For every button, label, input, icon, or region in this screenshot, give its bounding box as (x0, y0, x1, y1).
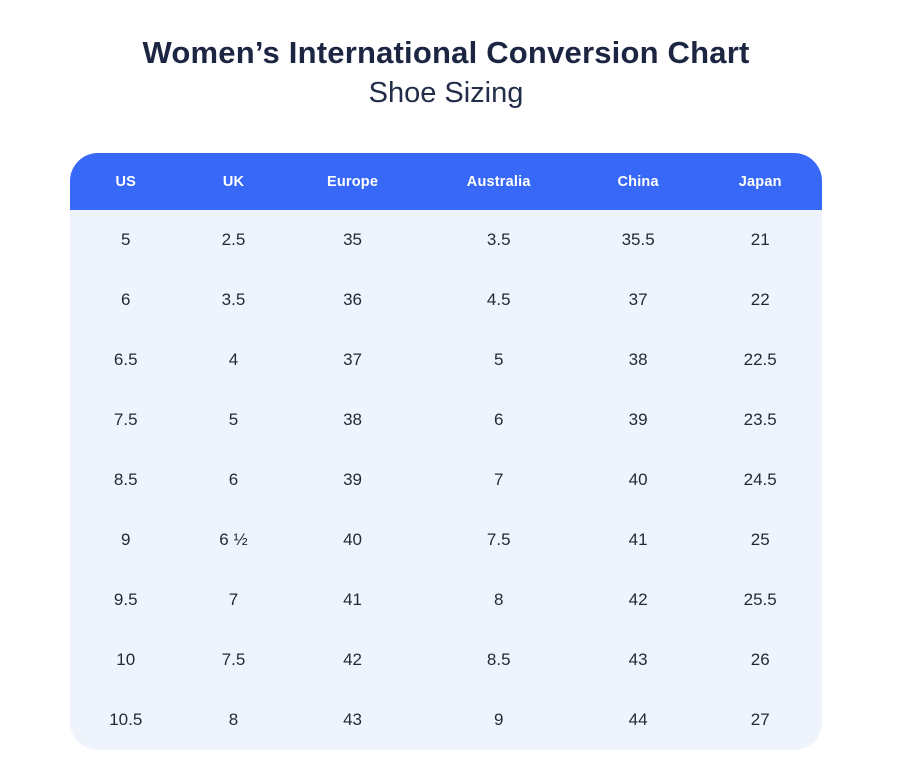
table-cell: 9 (121, 530, 131, 549)
table-cell: 4 (228, 350, 239, 369)
table-row: 10 7.5 42 8.5 43 26 (70, 630, 822, 690)
column-header-japan: Japan (698, 153, 822, 210)
table-cell: 22 (750, 290, 770, 309)
table-cell: 25 (750, 530, 770, 549)
table-cell: 44 (628, 710, 648, 729)
table-cell: 7 (493, 470, 504, 489)
table-cell: 38 (343, 410, 362, 429)
table-cell: 41 (343, 590, 362, 609)
column-header-uk: UK (181, 153, 286, 210)
table-cell: 4.5 (486, 290, 511, 309)
table-cell: 43 (343, 710, 362, 729)
page-title: Women’s International Conversion Chart (142, 35, 750, 70)
table-row: 7.5 5 38 6 39 23.5 (70, 390, 822, 450)
page-container: Women’s International Conversion Chart S… (70, 0, 822, 750)
table-cell: 40 (628, 470, 648, 489)
table-cell: 41 (628, 530, 648, 549)
table-cell: 6.5 (113, 350, 138, 369)
table-cell: 40 (343, 530, 362, 549)
table-row: 6 3.5 36 4.5 37 22 (70, 270, 822, 330)
table-cell: 5 (228, 410, 239, 429)
table-cell: 5 (121, 230, 131, 249)
table-row: 10.5 8 43 9 44 27 (70, 690, 822, 750)
table-cell: 37 (628, 290, 648, 309)
table-row: 9.5 7 41 8 42 25.5 (70, 570, 822, 630)
column-header-us: US (70, 153, 182, 210)
table-cell: 6 (493, 410, 504, 429)
table-cell: 8.5 (486, 650, 511, 669)
table-header-row: US UK Europe Australia China Japan (70, 153, 822, 210)
table-cell: 37 (343, 350, 362, 369)
table-cell: 8.5 (113, 470, 138, 489)
table-cell: 10.5 (109, 710, 143, 729)
table-cell: 23.5 (743, 410, 777, 429)
column-header-europe: Europe (285, 153, 420, 210)
table-row: 5 2.5 35 3.5 35.5 21 (70, 210, 822, 270)
table-cell: 2.5 (221, 230, 246, 249)
table-cell: 24.5 (743, 470, 777, 489)
table-cell: 43 (628, 650, 648, 669)
column-header-australia: Australia (419, 153, 578, 210)
table-cell: 6 (228, 470, 239, 489)
table-cell: 39 (628, 410, 648, 429)
table-cell: 5 (493, 350, 504, 369)
table-cell: 42 (343, 650, 362, 669)
table-row: 9 6 ½ 40 7.5 41 25 (70, 510, 822, 570)
table-cell: 8 (493, 590, 504, 609)
table-cell: 35 (343, 230, 362, 249)
table-cell: 22.5 (743, 350, 777, 369)
column-header-china: China (577, 153, 699, 210)
table-cell: 21 (750, 230, 770, 249)
table-row: 6.5 4 37 5 38 22.5 (70, 330, 822, 390)
table-cell: 26 (750, 650, 770, 669)
table-cell: 7.5 (221, 650, 246, 669)
table-cell: 25.5 (743, 590, 777, 609)
table-cell: 9.5 (113, 590, 138, 609)
table-body: 5 2.5 35 3.5 35.5 21 6 3.5 36 4.5 37 22 6.5 4 37 5 38 22.… (70, 210, 822, 750)
table-cell: 7 (228, 590, 239, 609)
table-cell: 27 (750, 710, 770, 729)
table-cell: 3.5 (486, 230, 511, 249)
table-cell: 7.5 (486, 530, 511, 549)
table-cell: 36 (343, 290, 362, 309)
table-header: US UK Europe Australia China Japan (70, 153, 822, 210)
table-cell: 7.5 (113, 410, 138, 429)
table-cell: 6 (121, 290, 131, 309)
table-cell: 6 ½ (219, 530, 248, 549)
table-cell: 10 (116, 650, 136, 669)
table-cell: 8 (228, 710, 239, 729)
table-cell: 9 (493, 710, 504, 729)
shoe-size-conversion-table: US UK Europe Australia China Japan 5 2.5 35 3.5 3… (70, 153, 822, 750)
table-row: 8.5 6 39 7 40 24.5 (70, 450, 822, 510)
table-cell: 35.5 (621, 230, 655, 249)
table-cell: 38 (628, 350, 648, 369)
table-cell: 3.5 (221, 290, 246, 309)
conversion-table-card: US UK Europe Australia China Japan 5 2.5 35 3.5 3… (70, 153, 822, 750)
table-cell: 39 (343, 470, 362, 489)
table-cell: 42 (628, 590, 648, 609)
page-subtitle: Shoe Sizing (368, 76, 524, 109)
